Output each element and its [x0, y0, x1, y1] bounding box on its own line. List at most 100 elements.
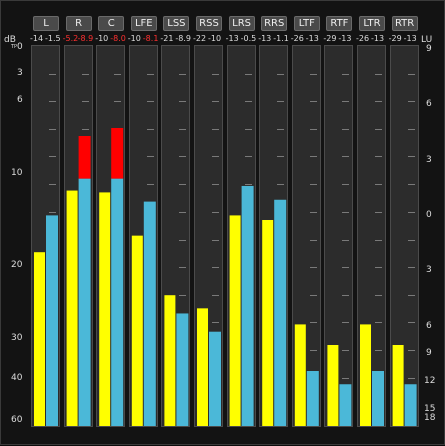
peak-readout-a-rtr: -29 — [388, 34, 402, 43]
peak-readout-a-l: -14 — [30, 34, 44, 43]
column-tick — [146, 74, 154, 75]
column-tick — [309, 129, 317, 130]
peak-readout-a-ltr: -26 — [356, 34, 370, 43]
column-tick — [407, 184, 415, 185]
channel-button-lrs[interactable]: LRS — [228, 16, 255, 31]
column-tick — [179, 74, 187, 75]
channel-button-ltr[interactable]: LTR — [359, 16, 385, 31]
peak-readout-b-lss: -8.9 — [175, 34, 191, 43]
column-tick — [212, 184, 219, 185]
column-tick — [114, 101, 122, 102]
column-tick — [375, 240, 382, 241]
overload-segment-c — [111, 128, 124, 179]
column-tick — [407, 74, 415, 75]
level-bar-ltr — [360, 324, 371, 426]
column-tick — [49, 101, 56, 102]
column-tick — [342, 295, 350, 296]
meter-column-rtr — [389, 45, 419, 427]
column-tick — [309, 267, 317, 268]
peak-readout-b-l: -1.5 — [45, 34, 61, 43]
loudness-bar-rss — [209, 331, 221, 426]
channel-button-lss[interactable]: LSS — [163, 16, 190, 31]
peak-readout-b-ltr: -13 — [371, 34, 385, 43]
level-bar-rtf — [327, 345, 339, 426]
peak-readout-b-rrs: -1.1 — [273, 34, 289, 43]
loudness-bar-c — [111, 178, 124, 426]
column-tick — [375, 101, 382, 102]
peak-readout-b-rss: -10 — [208, 34, 222, 43]
level-bar-rss — [197, 308, 208, 426]
peak-readout-a-c: -10 — [95, 34, 109, 43]
channel-button-r[interactable]: R — [65, 16, 92, 31]
right-scale-label: 9 — [426, 348, 432, 358]
channel-button-rss[interactable]: RSS — [196, 16, 222, 31]
level-bar-c — [99, 192, 111, 426]
column-tick — [309, 322, 317, 323]
channel-button-lfe[interactable]: LFE — [130, 16, 157, 31]
column-tick — [342, 101, 350, 102]
column-tick — [309, 184, 317, 185]
column-tick — [309, 101, 317, 102]
column-tick — [375, 295, 382, 296]
channel-button-ltf[interactable]: LTF — [293, 16, 320, 31]
column-tick — [277, 156, 285, 157]
right-unit-label: LU — [421, 35, 433, 45]
column-tick — [375, 350, 382, 351]
column-tick — [407, 267, 415, 268]
column-tick — [81, 74, 89, 75]
column-tick — [407, 378, 415, 379]
left-scale-label: 40 — [11, 373, 23, 383]
peak-readout-a-ltf: -26 — [290, 34, 304, 43]
column-tick — [81, 101, 89, 102]
channel-button-rrs[interactable]: RRS — [261, 16, 288, 31]
column-tick — [179, 129, 187, 130]
left-scale-label: 20 — [11, 260, 23, 270]
column-tick — [49, 156, 56, 157]
left-scale-label: 3 — [17, 68, 23, 78]
column-tick — [407, 240, 415, 241]
level-bar-rrs — [262, 220, 274, 426]
column-tick — [342, 322, 350, 323]
peak-readout-a-lrs: -13 — [225, 34, 239, 43]
level-bar-l — [34, 252, 45, 426]
peak-readout-b-c: -8.0 — [110, 34, 126, 43]
column-tick — [375, 267, 382, 268]
column-tick — [309, 295, 317, 296]
left-scale-label: 10 — [11, 168, 23, 178]
column-tick — [179, 184, 187, 185]
right-scale-label: 3 — [426, 265, 432, 275]
right-scale-label: 9 — [426, 44, 432, 54]
column-tick — [212, 295, 219, 296]
column-tick — [146, 129, 154, 130]
column-tick — [277, 184, 285, 185]
column-tick — [375, 212, 382, 213]
peak-readout-b-lrs: -0.5 — [240, 34, 257, 43]
left-unit-sub-label: TP — [11, 44, 18, 50]
column-tick — [342, 129, 350, 130]
left-scale-label: 0 — [17, 42, 23, 52]
channel-button-rtf[interactable]: RTF — [326, 16, 353, 31]
channel-button-rtr[interactable]: RTR — [391, 16, 418, 31]
column-tick — [375, 129, 382, 130]
right-scale-label: 12 — [424, 376, 436, 386]
channel-button-c[interactable]: C — [98, 16, 125, 31]
column-tick — [146, 156, 154, 157]
loudness-bar-ltf — [306, 371, 319, 426]
column-tick — [375, 156, 382, 157]
column-tick — [277, 101, 285, 102]
level-bar-ltf — [294, 324, 306, 426]
loudness-bar-rtf — [339, 384, 352, 426]
peak-readout-a-rrs: -13 — [258, 34, 272, 43]
column-tick — [212, 267, 219, 268]
loudness-bar-lrs — [241, 185, 254, 426]
column-tick — [342, 74, 350, 75]
overload-segment-r — [78, 136, 91, 179]
column-tick — [277, 74, 285, 75]
column-tick — [407, 156, 415, 157]
right-scale-label: 6 — [426, 99, 432, 109]
level-bar-lss — [164, 295, 176, 426]
channel-button-l[interactable]: L — [33, 16, 59, 31]
column-tick — [146, 101, 154, 102]
peak-readout-a-lfe: -10 — [127, 34, 141, 43]
